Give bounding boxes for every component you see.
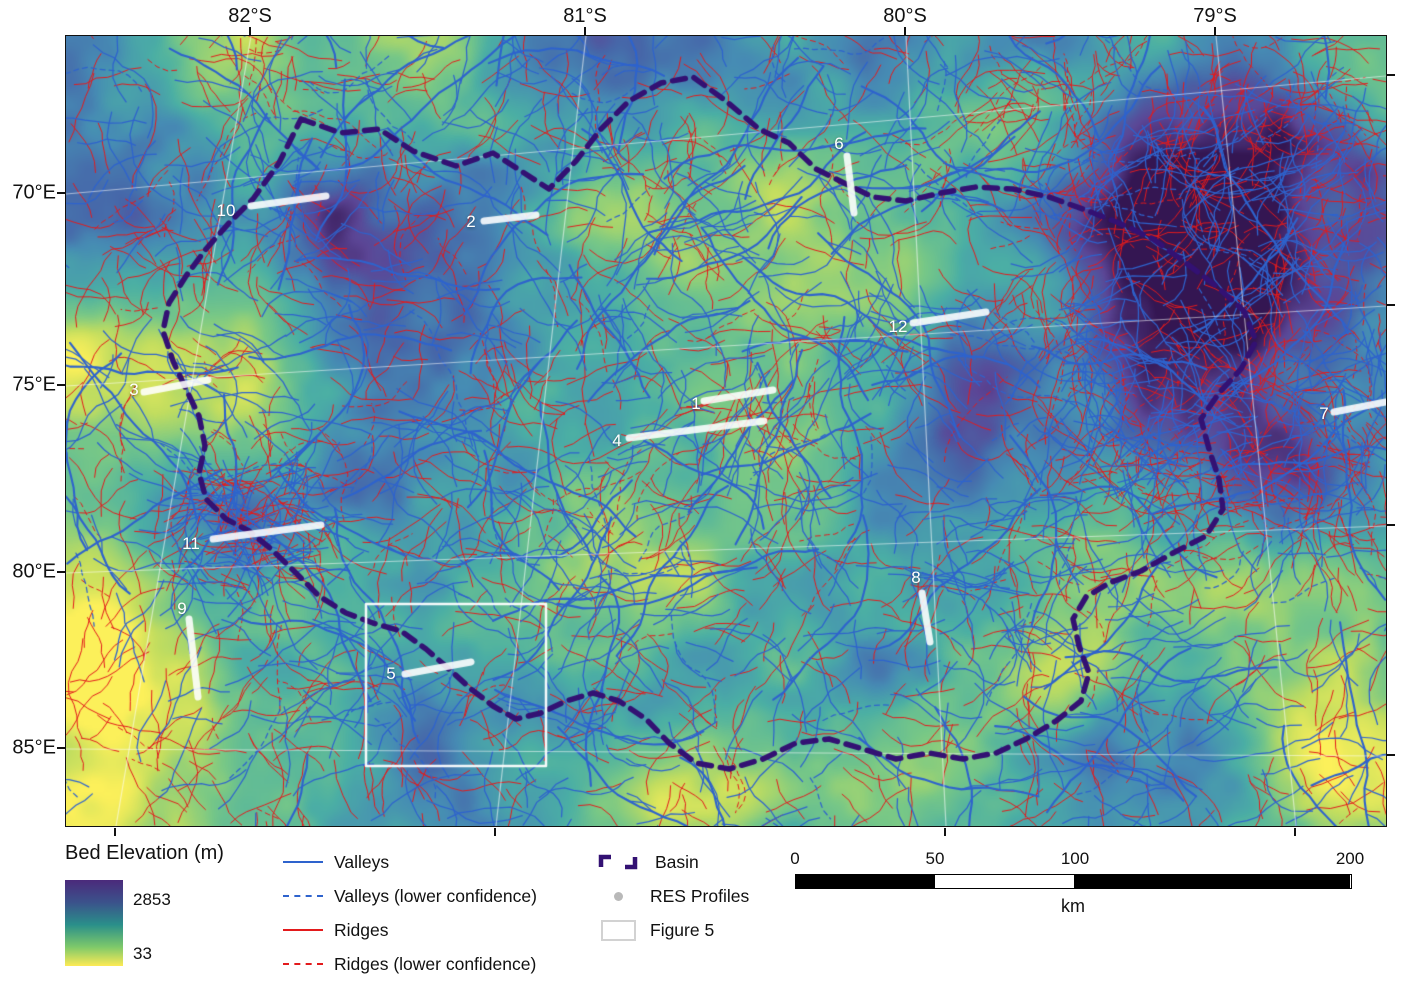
axis-tick: [494, 828, 496, 836]
ridges-line-sample: [283, 929, 323, 931]
profile-label-8: 8: [911, 568, 921, 587]
profile-label-3: 3: [129, 380, 139, 399]
axis-label-top-79s: 79°S: [1193, 5, 1237, 27]
legend-label-ridges-lower: Ridges (lower confidence): [334, 953, 537, 974]
profile-label-5: 5: [386, 664, 396, 683]
legend-item-valleys-lower: Valleys (lower confidence): [283, 885, 537, 907]
profile-label-4: 4: [612, 431, 622, 450]
scale-tick-100: 100: [1060, 849, 1090, 868]
legend-item-figure5: Figure 5: [598, 919, 714, 941]
basin-line-sample: [598, 854, 638, 870]
res-profiles-dot-sample: [614, 891, 623, 901]
profile-label-1: 1: [691, 394, 701, 413]
elevation-colorbar: [65, 880, 123, 966]
axis-label-left-85e: 85°E: [12, 736, 56, 759]
scale-bar-segment: [796, 875, 935, 888]
legend-label-basin: Basin: [655, 851, 699, 872]
valleys-dashed-line-sample: [283, 895, 323, 897]
axis-tick: [584, 27, 586, 35]
axis-label-top-80s: 80°S: [883, 5, 927, 27]
axis-tick: [904, 27, 906, 35]
scale-bar-segment: [1074, 875, 1350, 888]
figure5-box-sample: [601, 919, 636, 941]
profile-label-10: 10: [216, 201, 236, 220]
axis-tick: [57, 192, 65, 194]
legend-item-ridges-lower: Ridges (lower confidence): [283, 953, 536, 975]
profile-label-2: 2: [466, 212, 476, 231]
legend-label-figure5: Figure 5: [650, 919, 715, 940]
profile-label-12: 12: [888, 317, 908, 336]
legend-label-res-profiles: RES Profiles: [650, 885, 750, 906]
legend-label-valleys-lower: Valleys (lower confidence): [334, 885, 537, 906]
profile-label-11: 11: [182, 534, 200, 553]
legend-item-valleys: Valleys: [283, 851, 389, 873]
legend-label-valleys: Valleys: [334, 851, 390, 872]
valleys-line-sample: [283, 861, 323, 863]
scale-tick-200: 200: [1335, 849, 1365, 868]
scale-bar: [795, 874, 1352, 889]
scale-tick-50: 50: [925, 849, 945, 868]
colorbar-max-value: 2853: [133, 890, 171, 909]
terrain-canvas: [66, 36, 1386, 826]
axis-label-left-75e: 75°E: [12, 373, 56, 396]
profile-label-9: 9: [177, 599, 187, 618]
colorbar-min-value: 33: [133, 944, 152, 963]
colorbar-title: Bed Elevation (m): [65, 842, 224, 864]
legend-item-ridges: Ridges: [283, 919, 388, 941]
scale-unit: km: [1061, 896, 1085, 916]
axis-tick: [114, 828, 116, 836]
legend-label-ridges: Ridges: [334, 919, 389, 940]
axis-label-top-82s: 82°S: [228, 5, 272, 27]
axis-label-left-80e: 80°E: [12, 560, 56, 583]
axis-tick: [1387, 304, 1395, 306]
axis-tick: [57, 384, 65, 386]
axis-tick: [1214, 27, 1216, 35]
profile-label-7: 7: [1319, 404, 1329, 423]
axis-tick: [1387, 754, 1395, 756]
ridges-dashed-line-sample: [283, 963, 323, 965]
axis-label-left-70e: 70°E: [12, 181, 56, 204]
axis-label-top-81s: 81°S: [563, 5, 607, 27]
axis-tick: [57, 747, 65, 749]
axis-tick: [1387, 524, 1395, 526]
axis-tick: [1387, 74, 1395, 76]
axis-tick: [57, 571, 65, 573]
profile-label-6: 6: [834, 134, 844, 153]
scale-tick-0: 0: [790, 849, 800, 868]
legend-item-basin: Basin: [598, 851, 699, 873]
bed-elevation-map: 1 2 3 4 5 6 7 8 9 10 11 12: [65, 35, 1387, 827]
axis-tick: [249, 27, 251, 35]
legend-item-res-profiles: RES Profiles: [598, 885, 749, 907]
axis-tick: [1294, 828, 1296, 836]
axis-tick: [944, 828, 946, 836]
